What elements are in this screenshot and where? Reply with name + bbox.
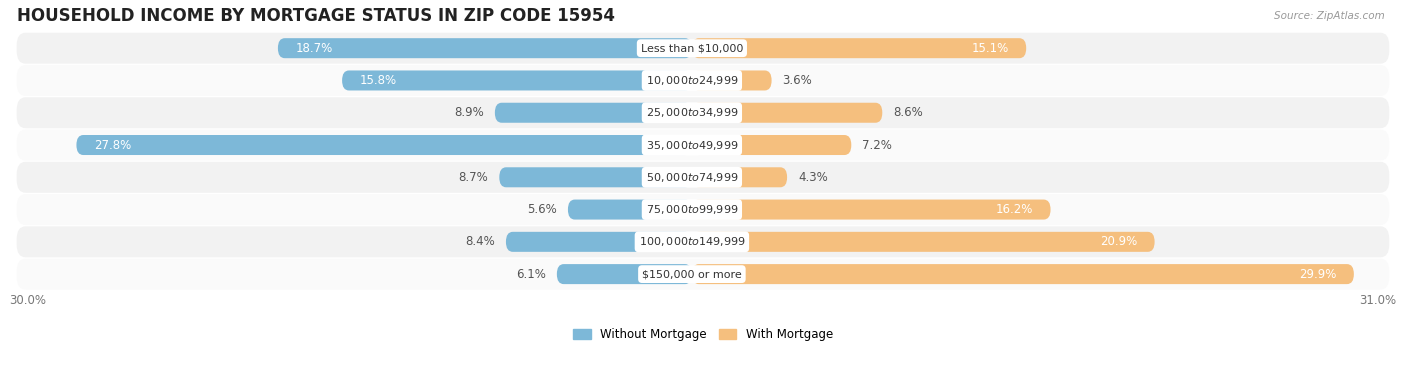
- Text: $35,000 to $49,999: $35,000 to $49,999: [645, 138, 738, 152]
- FancyBboxPatch shape: [17, 33, 1389, 64]
- Text: 8.9%: 8.9%: [454, 106, 484, 119]
- FancyBboxPatch shape: [17, 194, 1389, 225]
- FancyBboxPatch shape: [17, 226, 1389, 257]
- FancyBboxPatch shape: [17, 130, 1389, 161]
- Text: 29.9%: 29.9%: [1299, 268, 1336, 280]
- FancyBboxPatch shape: [692, 135, 851, 155]
- FancyBboxPatch shape: [692, 167, 787, 187]
- Text: 5.6%: 5.6%: [527, 203, 557, 216]
- FancyBboxPatch shape: [278, 38, 692, 58]
- FancyBboxPatch shape: [692, 200, 1050, 220]
- Text: $25,000 to $34,999: $25,000 to $34,999: [645, 106, 738, 119]
- FancyBboxPatch shape: [692, 70, 772, 90]
- FancyBboxPatch shape: [17, 97, 1389, 128]
- Legend: Without Mortgage, With Mortgage: Without Mortgage, With Mortgage: [574, 328, 832, 341]
- FancyBboxPatch shape: [692, 38, 1026, 58]
- FancyBboxPatch shape: [17, 65, 1389, 96]
- Text: 7.2%: 7.2%: [862, 138, 893, 152]
- Text: 8.7%: 8.7%: [458, 171, 488, 184]
- Text: $50,000 to $74,999: $50,000 to $74,999: [645, 171, 738, 184]
- Text: 8.6%: 8.6%: [893, 106, 924, 119]
- FancyBboxPatch shape: [499, 167, 692, 187]
- Text: Less than $10,000: Less than $10,000: [641, 43, 744, 53]
- Text: 15.8%: 15.8%: [360, 74, 396, 87]
- Text: 18.7%: 18.7%: [295, 42, 333, 55]
- FancyBboxPatch shape: [506, 232, 692, 252]
- FancyBboxPatch shape: [17, 259, 1389, 290]
- FancyBboxPatch shape: [17, 162, 1389, 193]
- FancyBboxPatch shape: [692, 103, 883, 123]
- Text: $10,000 to $24,999: $10,000 to $24,999: [645, 74, 738, 87]
- Text: $75,000 to $99,999: $75,000 to $99,999: [645, 203, 738, 216]
- FancyBboxPatch shape: [557, 264, 692, 284]
- FancyBboxPatch shape: [342, 70, 692, 90]
- Text: 20.9%: 20.9%: [1099, 235, 1137, 248]
- Text: $150,000 or more: $150,000 or more: [643, 269, 742, 279]
- FancyBboxPatch shape: [495, 103, 692, 123]
- FancyBboxPatch shape: [568, 200, 692, 220]
- FancyBboxPatch shape: [76, 135, 692, 155]
- Text: $100,000 to $149,999: $100,000 to $149,999: [638, 235, 745, 248]
- FancyBboxPatch shape: [692, 264, 1354, 284]
- Text: 6.1%: 6.1%: [516, 268, 546, 280]
- Text: 3.6%: 3.6%: [783, 74, 813, 87]
- Text: 15.1%: 15.1%: [972, 42, 1008, 55]
- Text: 8.4%: 8.4%: [465, 235, 495, 248]
- Text: 27.8%: 27.8%: [94, 138, 131, 152]
- Text: 16.2%: 16.2%: [995, 203, 1033, 216]
- Text: Source: ZipAtlas.com: Source: ZipAtlas.com: [1274, 11, 1385, 21]
- Text: HOUSEHOLD INCOME BY MORTGAGE STATUS IN ZIP CODE 15954: HOUSEHOLD INCOME BY MORTGAGE STATUS IN Z…: [17, 7, 614, 25]
- Text: 4.3%: 4.3%: [799, 171, 828, 184]
- FancyBboxPatch shape: [692, 232, 1154, 252]
